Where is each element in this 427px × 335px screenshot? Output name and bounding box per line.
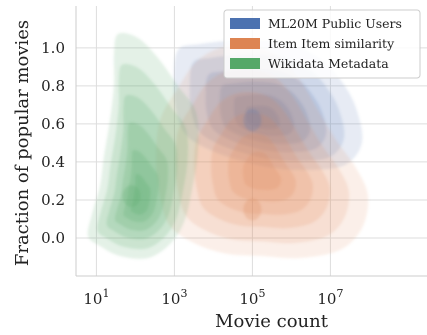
density-series-1 [156, 45, 369, 259]
legend-label-wikidata: Wikidata Metadata [268, 56, 389, 71]
x-tick-labels: 101 103 105 107 [83, 287, 343, 308]
y-tick-label: 1.0 [41, 39, 65, 57]
y-tick-labels: 0.0 0.2 0.4 0.6 0.8 1.0 [41, 39, 65, 247]
x-axis-label: Movie count [215, 311, 329, 332]
density-core [122, 185, 141, 208]
y-tick-label: 0.0 [41, 229, 65, 247]
x-tick-label: 105 [239, 287, 265, 308]
x-tick-label: 103 [161, 287, 187, 308]
density-level [242, 151, 282, 190]
x-tick-label: 107 [317, 287, 343, 308]
y-axis-label: Fraction of popular movies [12, 20, 33, 266]
density-core [243, 109, 262, 132]
legend-swatch-ml20m [230, 18, 260, 29]
y-tick-label: 0.6 [41, 115, 65, 133]
legend-label-item-item: Item Item similarity [268, 36, 395, 51]
legend-box [223, 9, 421, 79]
y-tick-label: 0.4 [41, 153, 65, 171]
legend-swatch-wikidata [230, 58, 260, 69]
y-tick-label: 0.8 [41, 77, 65, 95]
legend: ML20M Public Users Item Item similarity … [223, 9, 421, 79]
density-core [243, 198, 262, 221]
legend-swatch-item-item [230, 38, 260, 49]
legend-label-ml20m: ML20M Public Users [268, 16, 402, 31]
axis-spines [75, 6, 427, 277]
x-tick-label: 101 [83, 287, 109, 308]
y-tick-label: 0.2 [41, 191, 65, 209]
